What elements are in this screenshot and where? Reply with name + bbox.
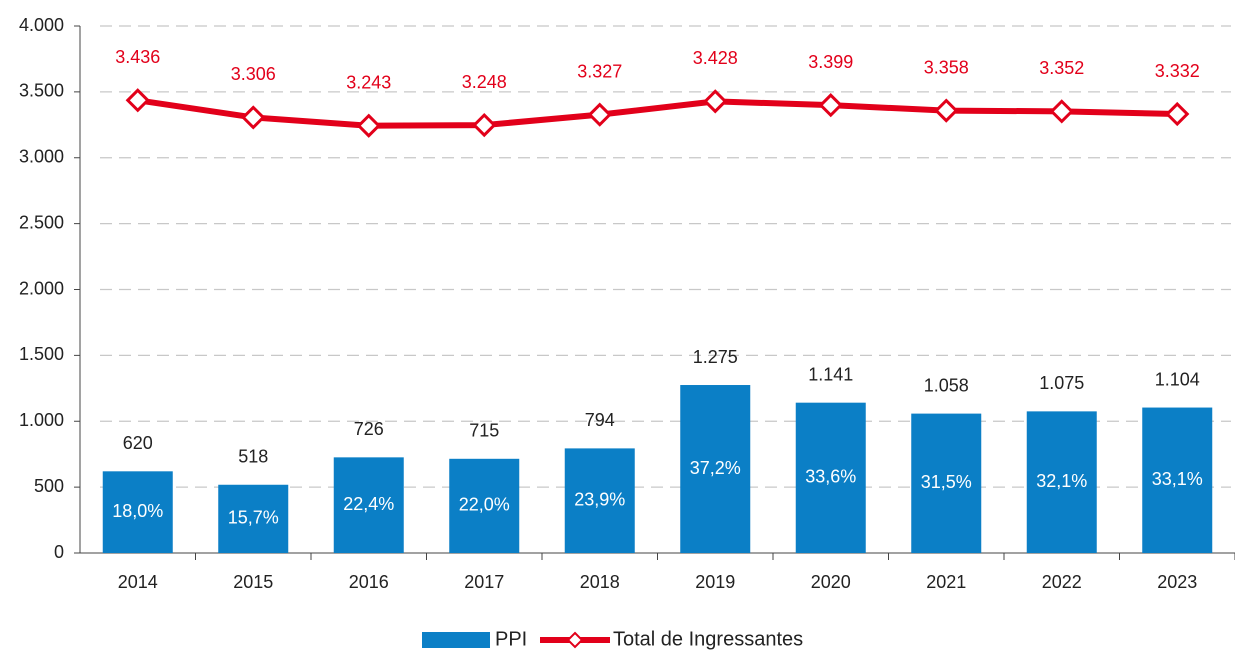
bar-share-label: 33,6% — [805, 467, 856, 487]
x-tick-label: 2016 — [349, 572, 389, 592]
line-marker — [125, 88, 150, 113]
bar — [1142, 407, 1213, 553]
bar-value-label: 518 — [238, 447, 268, 467]
line-marker — [818, 93, 843, 118]
line-value-label: 3.399 — [808, 52, 853, 72]
legend-marker — [566, 631, 584, 649]
line-value-label: 3.243 — [346, 72, 391, 92]
line-marker — [1165, 101, 1190, 127]
bar — [564, 448, 635, 553]
line-marker — [241, 105, 266, 130]
bar — [1026, 411, 1097, 553]
bar-value-label: 1.141 — [808, 364, 853, 384]
legend-label: PPI — [495, 628, 527, 650]
line-value-label: 3.428 — [693, 48, 738, 68]
bar — [449, 458, 520, 553]
line-value-label: 3.306 — [231, 64, 276, 84]
bar-share-label: 37,2% — [690, 458, 741, 478]
line-value-label: 3.436 — [115, 47, 160, 67]
y-tick-label: 1.000 — [19, 410, 64, 430]
x-tick-label: 2015 — [233, 572, 273, 592]
legend-swatch — [422, 632, 490, 648]
line-value-label: 3.358 — [924, 57, 969, 77]
bar-value-label: 1.075 — [1039, 373, 1084, 393]
bar-share-label: 23,9% — [574, 489, 625, 509]
y-tick-label: 3.000 — [19, 147, 64, 167]
line-marker — [472, 112, 497, 138]
y-tick-label: 0 — [54, 542, 64, 562]
bar-share-label: 33,1% — [1152, 469, 1203, 489]
bar-value-label: 1.058 — [924, 375, 969, 395]
bar-share-label: 22,0% — [459, 495, 510, 515]
x-tick-label: 2017 — [464, 572, 504, 592]
bar-share-label: 31,5% — [921, 472, 972, 492]
y-tick-label: 500 — [34, 476, 64, 496]
x-tick-label: 2014 — [118, 572, 158, 592]
x-tick-label: 2018 — [580, 572, 620, 592]
line-marker — [934, 98, 959, 123]
bar-share-label: 22,4% — [343, 494, 394, 514]
bar-value-label: 620 — [123, 433, 153, 453]
bar — [333, 457, 404, 553]
bar-value-label: 1.275 — [693, 347, 738, 367]
x-tick-label: 2020 — [811, 572, 851, 592]
bar — [795, 402, 866, 553]
line-marker — [703, 89, 728, 114]
bar — [218, 484, 289, 553]
y-tick-label: 4.000 — [19, 15, 64, 35]
bar-value-label: 715 — [469, 421, 499, 441]
bar-share-label: 18,0% — [112, 501, 163, 521]
line-marker — [587, 102, 612, 127]
y-tick-label: 3.500 — [19, 81, 64, 101]
legend-label: Total de Ingressantes — [613, 628, 803, 650]
bar — [680, 385, 751, 553]
bar — [911, 413, 982, 553]
y-tick-label: 2.500 — [19, 212, 64, 232]
bar-value-label: 794 — [585, 410, 615, 430]
line-value-label: 3.352 — [1039, 58, 1084, 78]
bar-share-label: 15,7% — [228, 508, 279, 528]
x-tick-label: 2021 — [926, 572, 966, 592]
line-value-label: 3.332 — [1155, 61, 1200, 81]
bar-value-label: 1.104 — [1155, 369, 1200, 389]
line-marker — [1049, 99, 1074, 124]
bar — [102, 471, 173, 553]
line-value-label: 3.327 — [577, 61, 622, 81]
bar-share-label: 32,1% — [1036, 471, 1087, 491]
y-tick-label: 1.500 — [19, 344, 64, 364]
line-value-label: 3.248 — [462, 72, 507, 92]
x-tick-label: 2023 — [1157, 572, 1197, 592]
y-tick-label: 2.000 — [19, 278, 64, 298]
line — [137, 97, 1178, 129]
x-tick-label: 2019 — [695, 572, 735, 592]
bar-value-label: 726 — [354, 419, 384, 439]
x-tick-label: 2022 — [1042, 572, 1082, 592]
line-marker — [356, 113, 381, 138]
